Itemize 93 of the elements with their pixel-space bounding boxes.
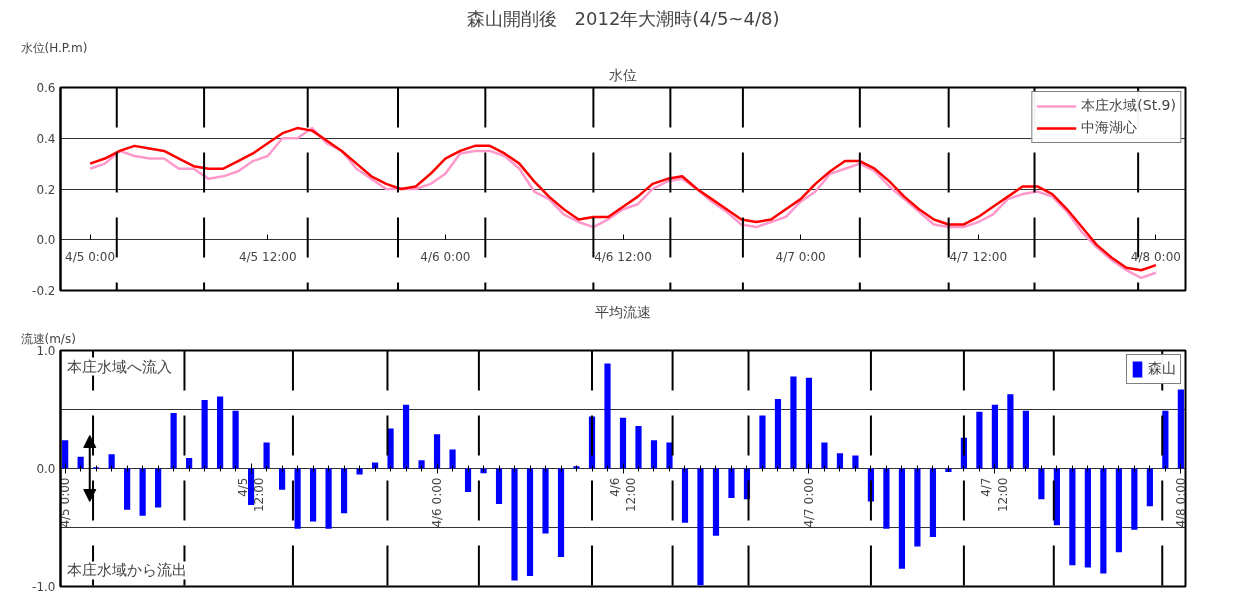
bar bbox=[774, 398, 782, 469]
x-tick-label: 4/5 12:00 bbox=[238, 249, 297, 264]
y-axis-title: 流速(m/s) bbox=[20, 331, 76, 346]
bar bbox=[914, 468, 921, 547]
bar bbox=[1146, 468, 1153, 507]
x-tick-label: 4/6 12:00 bbox=[607, 477, 639, 513]
bar bbox=[635, 426, 642, 469]
chart-subtitle: 水位 bbox=[609, 66, 637, 83]
bar bbox=[976, 411, 983, 469]
bar bbox=[108, 454, 115, 469]
bar bbox=[790, 376, 797, 469]
legend-label: 森山 bbox=[1148, 360, 1176, 378]
bar bbox=[542, 468, 549, 534]
bar bbox=[898, 468, 906, 569]
bar bbox=[294, 468, 301, 529]
legend-label: 中海湖心 bbox=[1081, 119, 1138, 137]
x-tick-label: 4/5 12:00 bbox=[235, 477, 267, 513]
bar bbox=[1069, 468, 1076, 566]
bar bbox=[1115, 468, 1122, 553]
bar bbox=[402, 404, 410, 469]
legend-label: 本庄水域(St.9) bbox=[1081, 97, 1176, 115]
bar bbox=[604, 363, 611, 469]
bar bbox=[217, 396, 224, 469]
bar bbox=[991, 404, 998, 469]
bar bbox=[248, 468, 255, 506]
bar bbox=[1038, 468, 1045, 500]
bar bbox=[929, 468, 937, 537]
chart-title: 平均流速 bbox=[595, 303, 651, 320]
bar bbox=[883, 468, 890, 529]
bar bbox=[852, 455, 859, 469]
chart-title: 森山開削後 2012年大潮時(4/5~4/8) bbox=[466, 7, 780, 29]
bar bbox=[821, 442, 828, 469]
bar bbox=[759, 415, 766, 469]
bar bbox=[526, 468, 534, 576]
bar bbox=[1100, 468, 1107, 574]
bar bbox=[433, 434, 441, 469]
annotation: 本庄水域から流出 bbox=[67, 561, 188, 580]
bar bbox=[1084, 468, 1091, 568]
bar bbox=[666, 442, 673, 469]
x-tick-label: 4/6 0:00 bbox=[420, 249, 471, 264]
y-tick-label: 0.2 bbox=[36, 182, 56, 197]
bar bbox=[139, 468, 146, 516]
bar bbox=[201, 400, 208, 469]
bar bbox=[77, 456, 84, 469]
y-tick-label: -1.0 bbox=[32, 580, 56, 594]
bar bbox=[728, 468, 735, 498]
y-tick-label: 0.0 bbox=[36, 462, 56, 476]
x-tick-label: 4/6 0:00 bbox=[430, 477, 445, 528]
bar bbox=[557, 468, 565, 557]
bar bbox=[1131, 468, 1138, 530]
bar bbox=[573, 466, 580, 469]
bar bbox=[387, 428, 394, 469]
x-tick-label: 4/7 0:00 bbox=[775, 249, 826, 264]
x-tick-label: 4/5 0:00 bbox=[65, 249, 116, 264]
bar bbox=[805, 377, 813, 469]
y-tick-label: 0.6 bbox=[36, 81, 56, 95]
x-tick-label: 4/7 12:00 bbox=[979, 477, 1011, 513]
bar bbox=[124, 468, 131, 510]
bar bbox=[650, 440, 658, 469]
bar bbox=[263, 442, 270, 469]
bar bbox=[278, 468, 286, 490]
bar bbox=[340, 468, 348, 514]
bar bbox=[309, 468, 317, 522]
bar bbox=[62, 440, 69, 469]
x-tick-label: 4/7 12:00 bbox=[949, 249, 1008, 264]
bar bbox=[325, 468, 332, 529]
bar bbox=[1177, 389, 1184, 469]
x-tick-label: 4/8 0:00 bbox=[1173, 477, 1188, 528]
bar bbox=[712, 468, 720, 536]
bar bbox=[170, 413, 177, 469]
bar bbox=[511, 468, 518, 581]
x-tick-label: 4/6 12:00 bbox=[594, 249, 652, 264]
y-axis-title: 水位(H.P.m) bbox=[20, 40, 88, 55]
x-tick-label: 4/8 0:00 bbox=[1130, 249, 1181, 264]
y-tick-label: -0.2 bbox=[32, 284, 56, 298]
bar bbox=[836, 453, 844, 469]
bar bbox=[619, 417, 627, 469]
bar bbox=[232, 410, 239, 469]
bar bbox=[155, 468, 162, 508]
annotation: 本庄水域へ流入 bbox=[67, 357, 173, 376]
bar bbox=[418, 460, 425, 469]
x-tick-label: 4/7 0:00 bbox=[801, 477, 816, 528]
bar bbox=[449, 449, 456, 469]
bar bbox=[464, 468, 472, 493]
y-tick-label: 1.0 bbox=[36, 344, 56, 358]
bar bbox=[1007, 394, 1014, 469]
bar bbox=[681, 468, 689, 523]
bar bbox=[495, 468, 503, 504]
bar bbox=[1022, 410, 1029, 469]
bar bbox=[697, 468, 704, 586]
y-tick-label: 0.0 bbox=[36, 233, 56, 248]
y-tick-label: 0.4 bbox=[36, 131, 56, 146]
bar bbox=[186, 457, 193, 469]
